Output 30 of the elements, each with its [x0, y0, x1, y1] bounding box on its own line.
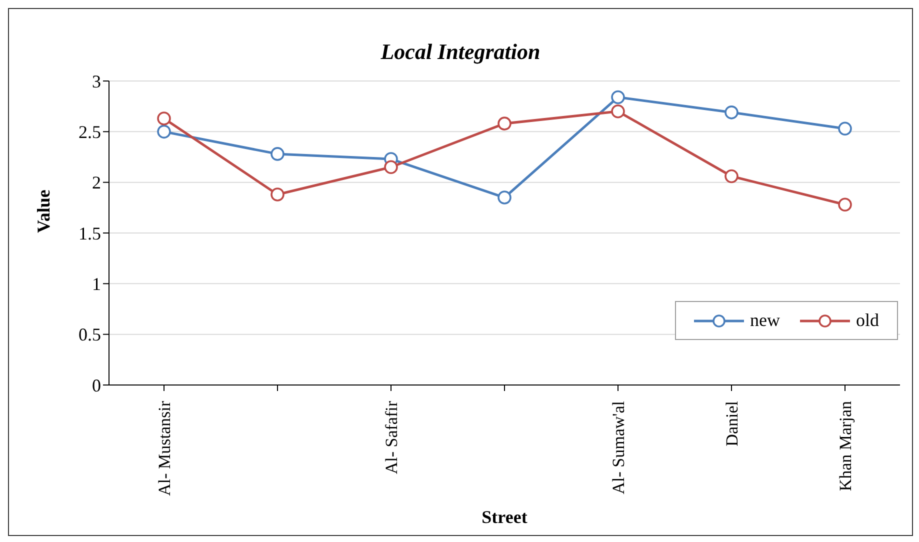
- y-tick-label: 3: [92, 71, 101, 92]
- x-tick-label: Khan Marjan: [836, 400, 855, 492]
- point: [157, 112, 171, 126]
- point: [157, 124, 171, 139]
- point: [838, 198, 852, 212]
- point: [270, 188, 284, 202]
- x-tick-label: Al- Sumaw'al: [608, 400, 628, 494]
- y-tick-label: 1: [92, 274, 101, 294]
- y-tick-label: 0.5: [78, 324, 101, 345]
- legend-label: old: [854, 310, 879, 331]
- chart-title: Local Integration: [380, 39, 542, 65]
- x-axis-title: Street: [482, 507, 528, 527]
- point: [611, 104, 625, 118]
- x-tick-label: Daniel: [722, 400, 742, 446]
- point: [724, 169, 738, 184]
- y-tick-label: 2.5: [78, 122, 101, 142]
- point: [838, 122, 852, 136]
- point: [384, 160, 398, 174]
- point: [724, 106, 738, 120]
- x-tick-label: Al- Safafir: [382, 400, 401, 474]
- point: [498, 190, 512, 204]
- y-axis-title: Value: [33, 190, 54, 233]
- legend-label: new: [748, 310, 780, 331]
- point: [498, 116, 512, 130]
- x-tick-label: Al- Mustansir: [154, 400, 174, 496]
- y-tick-label: 2: [92, 172, 101, 193]
- point: [611, 90, 625, 104]
- y-tick-label: 1.5: [78, 223, 101, 244]
- y-tick-label: 0: [92, 375, 101, 396]
- point: [270, 147, 284, 161]
